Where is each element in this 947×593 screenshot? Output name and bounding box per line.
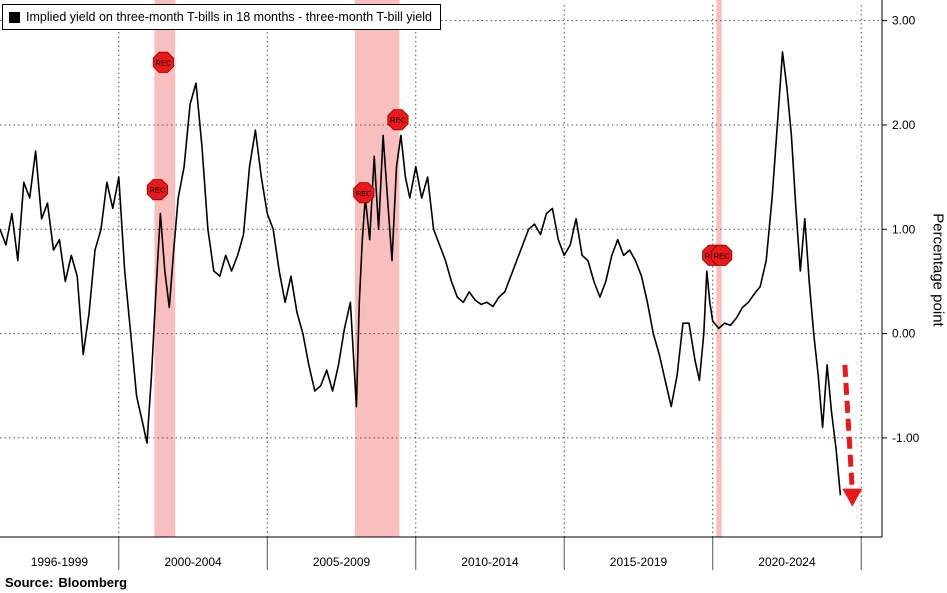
- x-tick-label: 2005-2009: [313, 555, 371, 569]
- recession-marker-label: REC: [356, 189, 372, 198]
- gridlines: [0, 5, 882, 537]
- axes: 3.00 2.00 1.00 0.00 -1.00 1996-1999 2000-2004 2…: [0, 0, 920, 570]
- recession-marker-label: REC: [149, 186, 165, 195]
- legend: Implied yield on three-month T-bills in …: [2, 4, 441, 30]
- recession-marker: [353, 182, 375, 204]
- forecast-arrow: [842, 364, 863, 507]
- x-tick-label: 1996-1999: [31, 555, 89, 569]
- recession-band: [354, 0, 400, 537]
- recession-bands: [154, 0, 722, 537]
- recession-marker: [711, 244, 733, 266]
- recession-marker: [152, 51, 174, 73]
- y-tick-label: 1.00: [892, 222, 916, 236]
- recession-marker-label: REC: [155, 58, 171, 67]
- series-layer: [0, 51, 842, 496]
- x-tick-label: 2010-2014: [461, 555, 519, 569]
- source-label: Source:: [5, 575, 54, 590]
- recession-marker-label: REC: [390, 116, 406, 125]
- x-tick-label: 2020-2024: [758, 555, 816, 569]
- recession-marker: [146, 179, 169, 201]
- y-tick-label: 3.00: [892, 14, 916, 28]
- recession-markers: RECRECRECRECRECREC: [146, 51, 733, 266]
- recession-marker: [387, 109, 409, 131]
- forecast-arrow-head: [842, 488, 863, 507]
- legend-swatch: [9, 11, 20, 23]
- y-tick-label: -1.00: [892, 431, 920, 445]
- x-tick-label: 2000-2004: [164, 555, 222, 569]
- recession-band: [716, 0, 722, 537]
- y-axis-label: Percentage point: [929, 213, 947, 327]
- forecast-arrow-shaft: [842, 364, 855, 491]
- x-tick-label: 2015-2019: [610, 555, 668, 569]
- source-note: Source: Bloomberg: [5, 575, 127, 590]
- source-value: Bloomberg: [58, 575, 128, 590]
- y-tick-label: 2.00: [892, 118, 916, 132]
- legend-label: Implied yield on three-month T-bills in …: [26, 10, 432, 24]
- recession-marker-label: REC: [714, 251, 730, 260]
- y-tick-label: 0.00: [892, 327, 916, 341]
- series-line: [0, 51, 842, 496]
